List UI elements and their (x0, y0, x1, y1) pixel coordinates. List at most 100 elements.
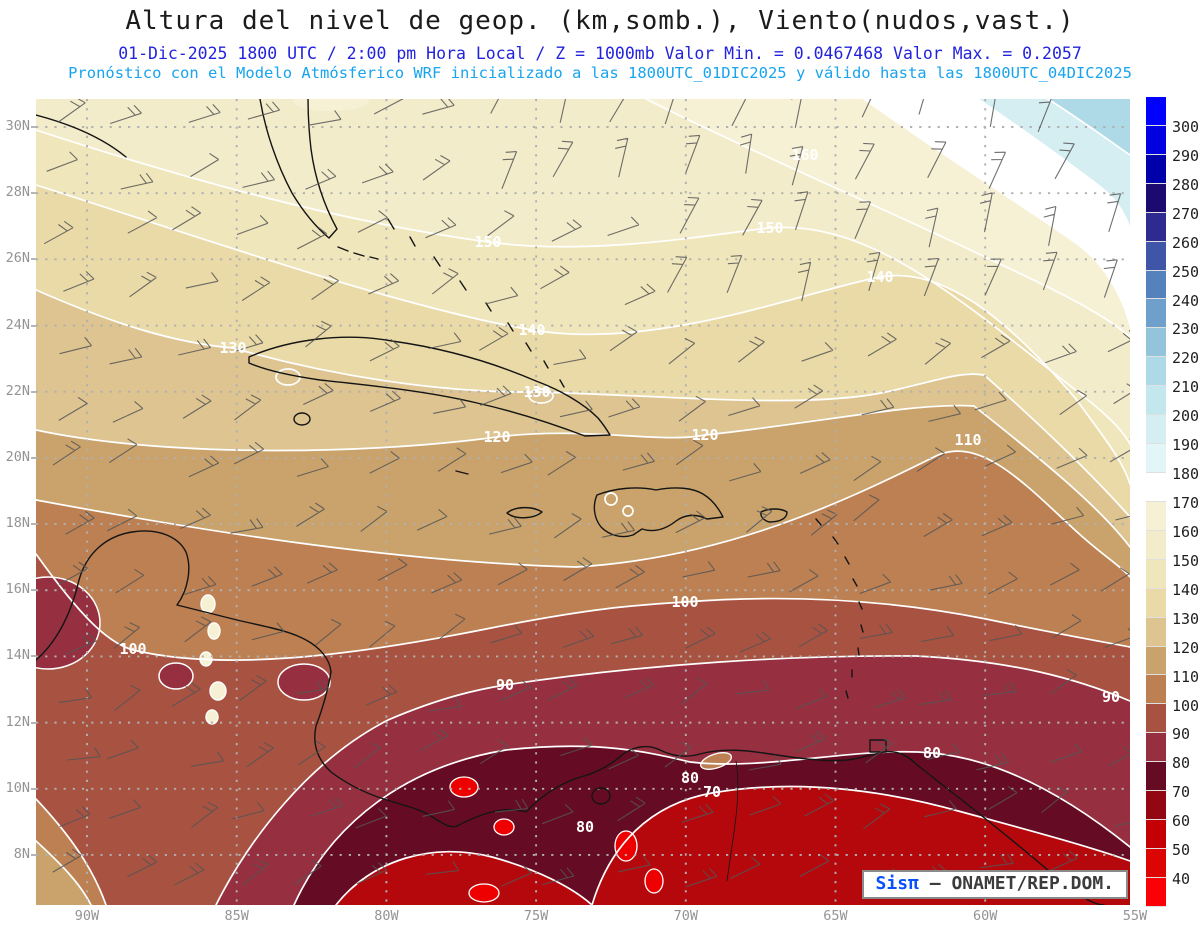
coastline-puerto-rico (760, 508, 788, 523)
colorbar-cell (1146, 675, 1166, 705)
lat-tick-label: 12N (5, 713, 30, 730)
colorbar-cell (1146, 444, 1166, 473)
lat-tick-label: 16N (5, 581, 30, 598)
lat-tick-label: 20N (5, 448, 30, 465)
svg-text:130: 130 (523, 383, 550, 401)
colorbar-tick-label: 250 (1172, 262, 1200, 281)
lon-tick-label: 90W (74, 908, 100, 924)
colorbar-tick-label: 230 (1172, 320, 1200, 339)
lat-tick-label: 8N (13, 845, 30, 862)
coastline-bahamas (387, 218, 565, 388)
colorbar-cell (1146, 328, 1166, 358)
colorbar-tick-label: 290 (1172, 146, 1200, 165)
lon-tick-label: 70W (673, 908, 698, 924)
page-title: Altura del nivel de geop. (km,somb.), Vi… (125, 6, 1075, 36)
coastline-florida-keys (337, 246, 379, 260)
svg-text:100: 100 (119, 640, 146, 658)
watermark-org: — ONAMET/REP.DOM. (929, 873, 1114, 894)
colorbar-cell (1146, 501, 1166, 531)
lat-tick-label: 24N (5, 316, 30, 333)
colorbar-tick-label: 80 (1172, 754, 1191, 773)
colorbar-tick-label: 260 (1172, 233, 1200, 252)
colorbar-cell (1146, 848, 1166, 878)
colorbar-tick-label: 180 (1172, 465, 1200, 484)
colorbar-tick-label: 170 (1172, 494, 1200, 512)
colorbar-cell (1146, 125, 1166, 155)
contour-map-svg: 160 150 150 140 140 130 130 120 120 110 100 100 90 90… (36, 99, 1130, 905)
colorbar-tick-label: 130 (1172, 609, 1200, 628)
colorbar-cell (1146, 704, 1166, 734)
colorbar-cell (1146, 241, 1166, 271)
coastline-cayman (455, 470, 469, 475)
colorbar-cell (1146, 270, 1166, 300)
lat-tick-label: 30N (5, 118, 30, 134)
colorbar-tick-label: 150 (1172, 551, 1200, 570)
svg-text:160: 160 (791, 146, 818, 164)
coastline-jamaica (506, 506, 543, 519)
colorbar-cell (1146, 617, 1166, 647)
lat-tick-label: 22N (5, 382, 30, 399)
river-orinoco (726, 760, 739, 882)
coastline-isla-juventud (293, 412, 311, 426)
svg-text:90: 90 (496, 676, 514, 694)
lat-tick-label: 14N (5, 647, 30, 664)
lat-tick-mark (31, 853, 36, 856)
colorbar-cell (1146, 733, 1166, 763)
sispi-logo: Sisπ (875, 873, 919, 894)
lat-tick-label: 18N (5, 515, 30, 532)
coastline-florida (259, 99, 338, 239)
colorbar-tick-label: 40 (1172, 870, 1191, 889)
colorbar-tick-label: 140 (1172, 580, 1200, 599)
svg-text:80: 80 (576, 818, 594, 836)
svg-text:90: 90 (1102, 688, 1120, 706)
lat-tick-label: 26N (5, 250, 30, 267)
lon-tick-label: 80W (374, 908, 399, 924)
coastline-lesser-antilles (815, 518, 864, 699)
colorbar-cell (1146, 299, 1166, 329)
lat-tick-mark (31, 589, 36, 592)
colorbar-tick-label: 280 (1172, 175, 1200, 194)
colorbar-cell (1146, 386, 1166, 416)
colorbar-tick-label: 240 (1172, 291, 1200, 310)
colorbar-cell (1146, 588, 1166, 618)
colorbar-tick-label: 210 (1172, 378, 1200, 397)
colorbar-cell (1146, 472, 1166, 502)
lon-tick-label: 55W (1122, 908, 1148, 924)
coastline-hispaniola (593, 487, 724, 538)
wind-barbs (43, 99, 1130, 888)
svg-text:70: 70 (703, 783, 721, 801)
lat-tick-mark (31, 456, 36, 459)
svg-text:100: 100 (671, 593, 698, 611)
lat-tick-mark (31, 390, 36, 393)
coastline-mexico (36, 114, 127, 158)
colorbar-legend (1146, 97, 1166, 907)
model-forecast-subtitle: Pronóstico con el Modelo Atmósferico WRF… (68, 64, 1132, 82)
colorbar-cell (1146, 97, 1166, 126)
coastline-south-america (456, 745, 1105, 905)
colorbar-tick-label: 270 (1172, 204, 1200, 223)
svg-text:80: 80 (681, 769, 699, 787)
contour-value-labels: 160 150 150 140 140 130 130 120 120 110 100 100 90 90… (119, 146, 1120, 836)
colorbar-cell (1146, 530, 1166, 560)
colorbar-tick-label: 100 (1172, 696, 1200, 715)
contour-lines (36, 99, 1130, 905)
svg-text:150: 150 (756, 219, 783, 237)
colorbar-tick-label: 50 (1172, 841, 1191, 860)
colorbar-tick-label: 70 (1172, 783, 1191, 802)
colorbar-tick-label: 160 (1172, 522, 1200, 541)
forecast-map: 160 150 150 140 140 130 130 120 120 110 100 100 90 90… (36, 99, 1130, 905)
colorbar-tick-label: 300 (1172, 117, 1200, 136)
lat-tick-mark (31, 523, 36, 526)
svg-text:130: 130 (219, 339, 246, 357)
lat-tick-mark (31, 258, 36, 261)
colorbar-cell (1146, 415, 1166, 445)
lat-tick-mark (31, 655, 36, 658)
lat-tick-label: 10N (5, 779, 30, 796)
colorbar-cell (1146, 559, 1166, 589)
lat-tick-mark (31, 126, 36, 128)
colorbar-tick-label: 220 (1172, 349, 1200, 368)
svg-text:110: 110 (954, 431, 981, 449)
colorbar-cell (1146, 820, 1166, 849)
valid-time-subtitle: 01-Dic-2025 1800 UTC / 2:00 pm Hora Loca… (118, 44, 1082, 63)
